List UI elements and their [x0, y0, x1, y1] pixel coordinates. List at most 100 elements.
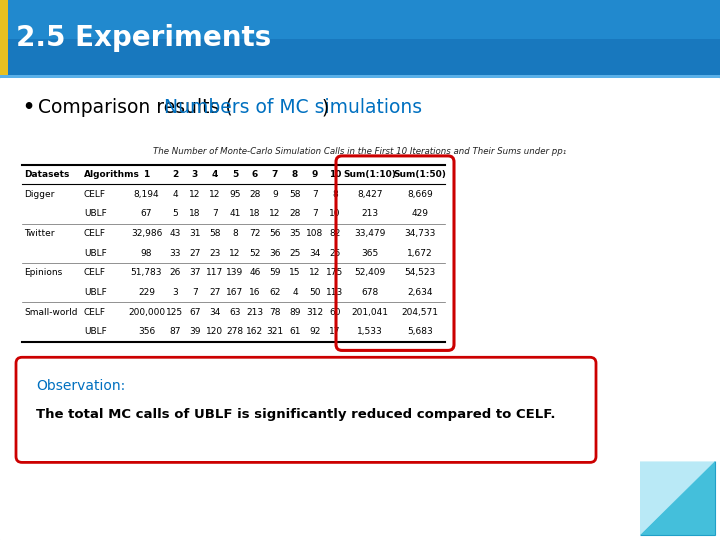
Text: 8,669: 8,669 — [407, 190, 433, 199]
Text: 6: 6 — [252, 170, 258, 179]
Text: 61: 61 — [289, 327, 301, 336]
Text: 46: 46 — [249, 268, 261, 278]
Text: 41: 41 — [229, 210, 240, 218]
Text: 31: 31 — [189, 229, 201, 238]
Text: 162: 162 — [246, 327, 264, 336]
Polygon shape — [640, 461, 715, 535]
Text: 12: 12 — [210, 190, 221, 199]
Text: 4: 4 — [292, 288, 298, 297]
Text: 213: 213 — [246, 308, 264, 316]
Text: The total MC calls of UBLF is significantly reduced compared to CELF.: The total MC calls of UBLF is significan… — [36, 408, 556, 421]
Text: 4: 4 — [172, 190, 178, 199]
Text: 67: 67 — [189, 308, 201, 316]
Text: 321: 321 — [266, 327, 284, 336]
Text: UBLF: UBLF — [84, 327, 107, 336]
Text: 9: 9 — [312, 170, 318, 179]
Text: 204,571: 204,571 — [402, 308, 438, 316]
Text: 8: 8 — [332, 190, 338, 199]
Text: •: • — [22, 98, 34, 117]
Text: 98: 98 — [140, 248, 152, 258]
Text: 59: 59 — [269, 268, 281, 278]
Text: 7: 7 — [312, 210, 318, 218]
Text: Numbers of MC simulations: Numbers of MC simulations — [164, 98, 422, 117]
Text: 50: 50 — [310, 288, 320, 297]
Text: 27: 27 — [210, 288, 221, 297]
Text: CELF: CELF — [84, 190, 106, 199]
Text: 1,672: 1,672 — [408, 248, 433, 258]
Text: 62: 62 — [269, 288, 281, 297]
Text: CELF: CELF — [84, 268, 106, 278]
Text: 5: 5 — [172, 210, 178, 218]
Text: 312: 312 — [307, 308, 323, 316]
Text: 12: 12 — [229, 248, 240, 258]
Text: 2,634: 2,634 — [408, 288, 433, 297]
Text: 54,523: 54,523 — [405, 268, 436, 278]
Bar — [0, 0, 8, 78]
Text: 125: 125 — [166, 308, 184, 316]
Text: 12: 12 — [310, 268, 320, 278]
Text: 67: 67 — [140, 210, 152, 218]
Text: Datasets: Datasets — [24, 170, 69, 179]
Text: 56: 56 — [269, 229, 281, 238]
FancyBboxPatch shape — [16, 357, 596, 462]
Text: 7: 7 — [272, 170, 278, 179]
Text: 678: 678 — [361, 288, 379, 297]
Text: 87: 87 — [169, 327, 181, 336]
Text: 3: 3 — [172, 288, 178, 297]
Text: 35: 35 — [289, 229, 301, 238]
Text: 34: 34 — [210, 308, 221, 316]
Text: 365: 365 — [361, 248, 379, 258]
Text: 33,479: 33,479 — [354, 229, 386, 238]
Text: 200,000: 200,000 — [128, 308, 165, 316]
Text: 28: 28 — [289, 210, 301, 218]
Text: 52: 52 — [249, 248, 261, 258]
Text: 7: 7 — [212, 210, 218, 218]
Text: 429: 429 — [412, 210, 428, 218]
Text: 16: 16 — [249, 288, 261, 297]
Text: 229: 229 — [138, 288, 155, 297]
Text: 9: 9 — [272, 190, 278, 199]
Text: 1,533: 1,533 — [357, 327, 383, 336]
Text: 34,733: 34,733 — [405, 229, 436, 238]
Text: 33: 33 — [169, 248, 181, 258]
Text: Observation:: Observation: — [36, 379, 125, 393]
Text: 28: 28 — [249, 190, 261, 199]
Text: Digger: Digger — [24, 190, 55, 199]
Text: 2: 2 — [172, 170, 178, 179]
Bar — [0, 75, 720, 78]
Text: 39: 39 — [189, 327, 201, 336]
Text: 95: 95 — [229, 190, 240, 199]
Text: UBLF: UBLF — [84, 248, 107, 258]
Bar — [0, 0, 720, 39]
Text: 51,783: 51,783 — [131, 268, 162, 278]
Text: 7: 7 — [312, 190, 318, 199]
Text: Sum(1:50): Sum(1:50) — [394, 170, 446, 179]
Text: 8,427: 8,427 — [357, 190, 383, 199]
Text: 1: 1 — [143, 170, 150, 179]
Text: 201,041: 201,041 — [351, 308, 389, 316]
Text: Algorithms: Algorithms — [84, 170, 140, 179]
Text: 26: 26 — [169, 268, 181, 278]
Text: 356: 356 — [138, 327, 155, 336]
Polygon shape — [640, 461, 715, 535]
Text: CELF: CELF — [84, 229, 106, 238]
Text: 27: 27 — [189, 248, 201, 258]
Text: 120: 120 — [207, 327, 224, 336]
Text: 10: 10 — [329, 210, 341, 218]
Text: 78: 78 — [269, 308, 281, 316]
Text: 4: 4 — [212, 170, 218, 179]
Text: 175: 175 — [326, 268, 343, 278]
Text: 8: 8 — [292, 170, 298, 179]
Text: UBLF: UBLF — [84, 288, 107, 297]
Text: The Number of Monte-Carlo Simulation Calls in the First 10 Iterations and Their : The Number of Monte-Carlo Simulation Cal… — [153, 147, 567, 157]
Text: Epinions: Epinions — [24, 268, 62, 278]
Text: 25: 25 — [289, 248, 301, 258]
Text: 167: 167 — [226, 288, 243, 297]
Text: 12: 12 — [269, 210, 281, 218]
Text: 23: 23 — [210, 248, 221, 258]
Text: 7: 7 — [192, 288, 198, 297]
Text: 82: 82 — [329, 229, 341, 238]
Text: 58: 58 — [210, 229, 221, 238]
Text: 32,986: 32,986 — [131, 229, 162, 238]
Text: 58: 58 — [289, 190, 301, 199]
